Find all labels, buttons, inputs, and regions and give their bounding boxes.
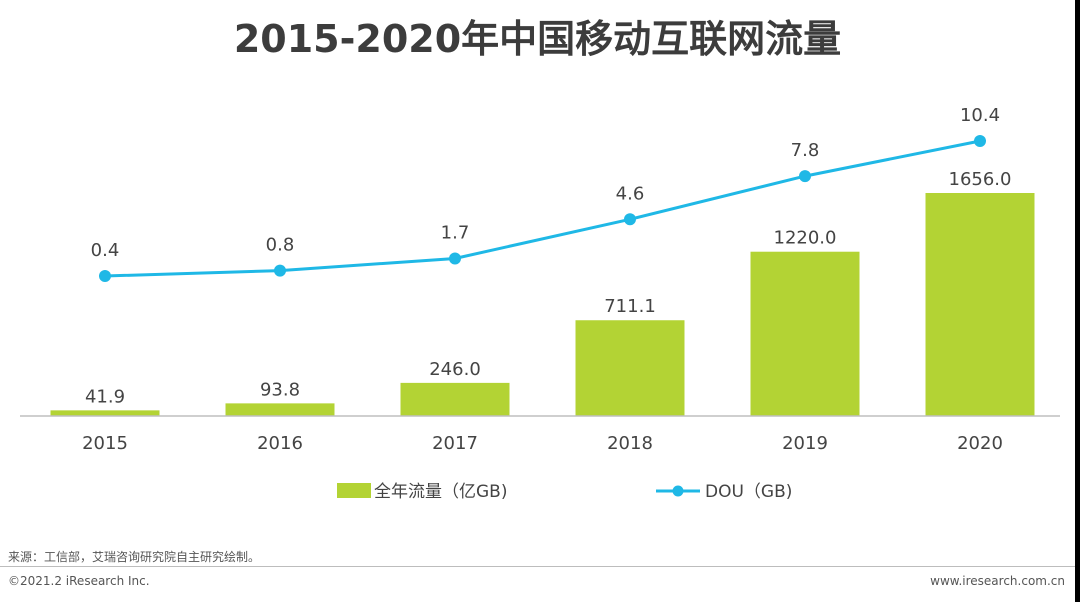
- dou-label-2018: 4.6: [616, 183, 645, 204]
- dou-label-2019: 7.8: [791, 140, 820, 161]
- website-link[interactable]: www.iresearch.com.cn: [930, 574, 1065, 588]
- bar-label-2020: 1656.0: [949, 169, 1012, 190]
- bar-2017: [400, 382, 510, 416]
- x-tick-labels-layer: 2015 2016 2017 2018 2019 2020: [82, 433, 1003, 454]
- x-tick-2019: 2019: [782, 433, 828, 454]
- x-tick-2017: 2017: [432, 433, 478, 454]
- legend-bar-swatch: [337, 483, 371, 498]
- bar-2020: [925, 193, 1035, 416]
- x-tick-2016: 2016: [257, 433, 303, 454]
- dou-label-2016: 0.8: [266, 235, 295, 256]
- dou-point-2020: [974, 135, 986, 147]
- bar-label-2019: 1220.0: [774, 228, 837, 249]
- copyright-text: ©2021.2 iResearch Inc.: [8, 574, 150, 588]
- dou-point-2019: [799, 170, 811, 183]
- dou-label-2020: 10.4: [960, 105, 1000, 126]
- legend-line-marker: [672, 485, 684, 497]
- dou-label-2015: 0.4: [91, 240, 120, 261]
- chart-title: 2015-2020年中国移动互联网流量: [233, 17, 842, 61]
- dou-point-2018: [624, 213, 636, 226]
- dou-label-2017: 1.7: [441, 222, 470, 243]
- bar-2019: [750, 251, 860, 416]
- legend: 全年流量（亿GB) DOU（GB): [337, 482, 792, 502]
- line-layer: [99, 135, 986, 282]
- line-labels-layer: 0.4 0.8 1.7 4.6 7.8 10.4: [91, 105, 1000, 261]
- x-tick-2015: 2015: [82, 433, 128, 454]
- legend-line-label: DOU（GB): [705, 482, 792, 502]
- legend-bar-label: 全年流量（亿GB): [374, 482, 507, 502]
- bar-label-2017: 246.0: [429, 359, 481, 380]
- bar-label-2016: 93.8: [260, 379, 300, 400]
- source-note: 来源：工信部，艾瑞咨询研究院自主研究绘制。: [8, 550, 261, 564]
- bar-label-2018: 711.1: [604, 296, 656, 317]
- bar-labels-layer: 41.9 93.8 246.0 711.1 1220.0 1656.0: [85, 169, 1012, 407]
- footer-divider: [0, 566, 1075, 567]
- dou-point-2015: [99, 270, 111, 282]
- dou-line: [104, 139, 981, 278]
- bar-2015: [50, 410, 160, 416]
- dou-point-2017: [449, 252, 461, 265]
- bar-2016: [225, 403, 335, 416]
- bars-layer: [50, 193, 1035, 416]
- bar-label-2015: 41.9: [85, 386, 125, 407]
- x-tick-2018: 2018: [607, 433, 653, 454]
- x-tick-2020: 2020: [957, 433, 1003, 454]
- bar-2018: [575, 320, 685, 416]
- dou-point-2016: [274, 264, 286, 277]
